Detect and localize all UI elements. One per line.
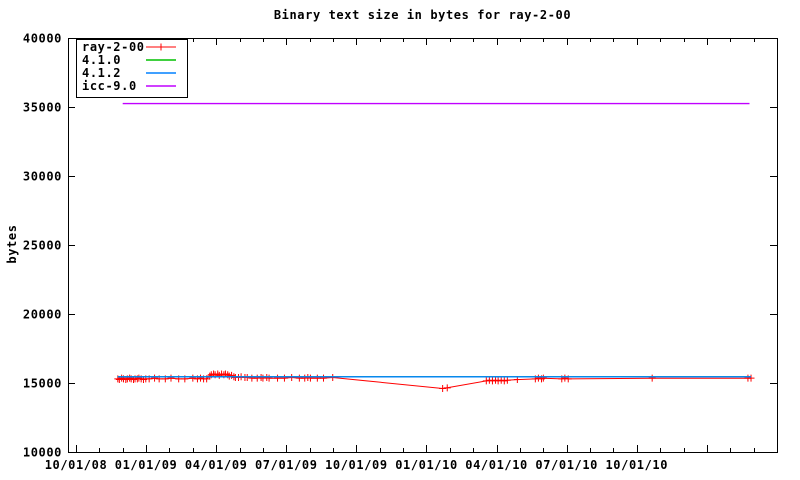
series-ray-2-00-marker: [280, 374, 288, 382]
legend-label-4.1.0: 4.1.0: [82, 53, 121, 67]
y-tick-label: 35000: [23, 101, 62, 115]
y-tick-label: 10000: [23, 446, 62, 460]
series-ray-2-00-marker: [443, 384, 451, 392]
x-tick-label: 10/01/10: [605, 458, 668, 472]
series-ray-2-00-marker: [648, 374, 656, 382]
series-ray-2-00-marker: [561, 374, 569, 382]
series-ray-2-00-marker: [482, 377, 490, 385]
y-tick-label: 20000: [23, 308, 62, 322]
y-tick-label: 25000: [23, 239, 62, 253]
x-tick-label: 10/01/09: [325, 458, 388, 472]
series-ray-2-00-marker: [265, 374, 273, 382]
series-ray-2-00-marker: [151, 374, 159, 382]
series-ray-2-00-marker: [313, 374, 321, 382]
legend-label-4.1.2: 4.1.2: [82, 66, 121, 80]
legend-label-icc-9.0: icc-9.0: [82, 79, 137, 93]
series-ray-2-00-marker: [126, 374, 134, 382]
series-ray-2-00-marker: [319, 374, 327, 382]
x-tick-label: 04/01/10: [465, 458, 528, 472]
series-ray-2-00-marker: [485, 376, 493, 384]
series-ray-2-00-marker: [494, 377, 502, 385]
x-tick-label: 07/01/10: [535, 458, 598, 472]
legend-marker-ray-2-00: [157, 43, 165, 51]
y-tick-label: 30000: [23, 170, 62, 184]
x-tick-label: 04/01/09: [185, 458, 248, 472]
series-ray-2-00-marker: [167, 374, 175, 382]
series-ray-2-00-marker: [539, 374, 547, 382]
x-tick-label: 10/01/08: [45, 458, 108, 472]
legend-label-ray-2-00: ray-2-00: [82, 40, 145, 54]
series-ray-2-00-marker: [500, 377, 508, 385]
series-ray-2-00-marker: [747, 374, 755, 382]
series-ray-2-00-marker: [306, 374, 314, 382]
y-tick-label: 15000: [23, 377, 62, 391]
legend-box: [76, 39, 188, 98]
series-ray-2-00-marker: [503, 376, 511, 384]
y-tick-label: 40000: [23, 32, 62, 46]
x-tick-label: 01/01/09: [115, 458, 178, 472]
x-tick-label: 07/01/09: [255, 458, 318, 472]
series-ray-2-00-marker: [189, 374, 197, 382]
series-ray-2-00-marker: [259, 374, 267, 382]
series-ray-2-00-marker: [439, 385, 447, 393]
series-ray-2-00-marker: [197, 374, 205, 382]
chart-title: Binary text size in bytes for ray-2-00: [273, 8, 572, 22]
plot-border: [68, 38, 778, 453]
x-tick-label: 01/01/10: [395, 458, 458, 472]
series-ray-2-00-marker: [274, 374, 282, 382]
series-ray-2-00-marker: [497, 376, 505, 384]
